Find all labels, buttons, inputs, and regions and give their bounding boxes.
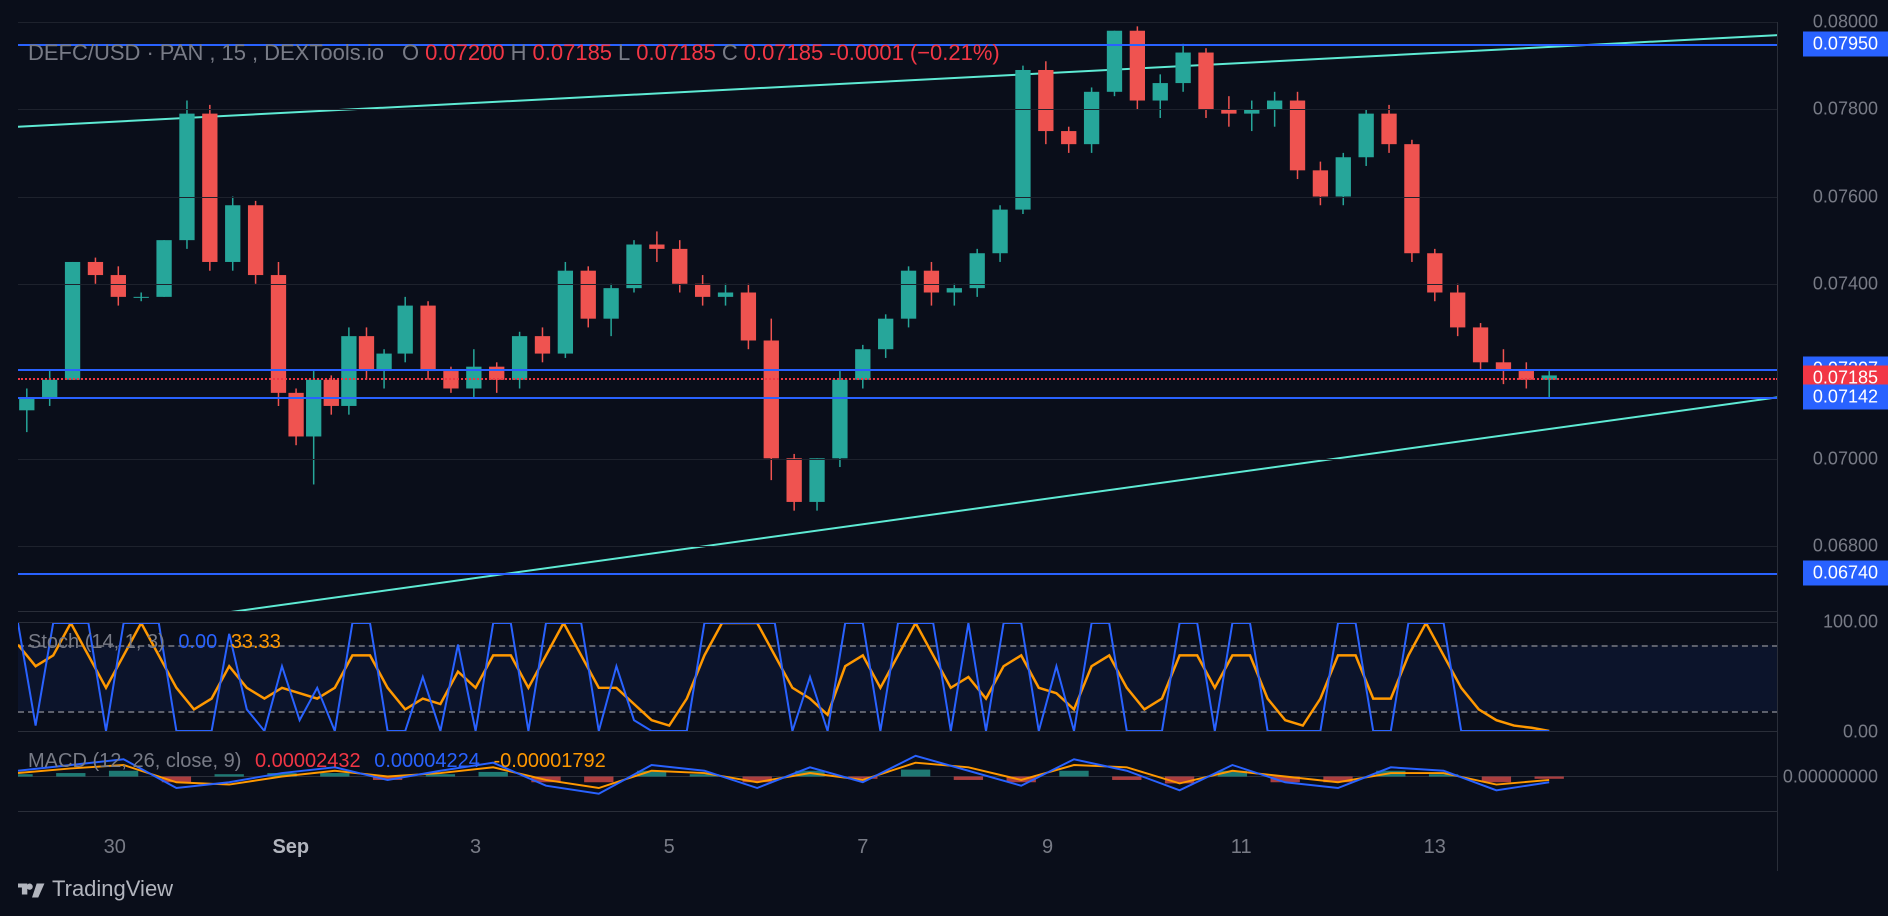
time-tick: 9 — [1042, 836, 1053, 859]
stoch-tick: 100.00 — [1823, 612, 1878, 633]
stoch-tick: 0.00 — [1843, 722, 1878, 743]
stoch-label[interactable]: Stoch (14, 1, 3) 0.00 33.33 — [28, 631, 281, 654]
macd-pane[interactable]: MACD (12, 26, close, 9) 0.00002432 0.000… — [18, 742, 1778, 812]
time-tick: 7 — [857, 836, 868, 859]
macd-signal-value: -0.00001792 — [493, 750, 605, 773]
price-tick: 0.06800 — [1813, 536, 1878, 557]
macd-label[interactable]: MACD (12, 26, close, 9) 0.00002432 0.000… — [28, 750, 606, 773]
time-tick: 11 — [1231, 836, 1252, 859]
ohlc-h-label: H — [511, 40, 527, 66]
macd-line-value: 0.00004224 — [374, 750, 480, 773]
price-line-badge[interactable]: 0.07950 — [1803, 31, 1888, 56]
grid-line — [18, 22, 1778, 23]
time-tick: 30 — [104, 836, 126, 859]
grid-line — [18, 459, 1778, 460]
tradingview-text: TradingView — [52, 876, 173, 902]
axis-divider — [1777, 22, 1778, 871]
ohlc-l-value: 0.07185 — [636, 40, 716, 66]
data-source: DEXTools.io — [264, 40, 384, 66]
horizontal-price-line[interactable] — [18, 573, 1778, 575]
horizontal-price-line[interactable] — [18, 369, 1778, 371]
horizontal-price-line[interactable] — [18, 397, 1778, 399]
stoch-axis: 100.000.00 — [1778, 622, 1888, 732]
price-axis[interactable]: 0.080000.078000.076000.074000.070000.068… — [1778, 22, 1888, 612]
grid-line — [18, 284, 1778, 285]
price-tick: 0.07800 — [1813, 99, 1878, 120]
change-abs: -0.0001 — [829, 40, 904, 66]
grid-line — [18, 109, 1778, 110]
time-tick: 5 — [664, 836, 675, 859]
grid-line — [18, 546, 1778, 547]
price-tick: 0.07400 — [1813, 274, 1878, 295]
price-line-badge[interactable]: 0.07142 — [1803, 384, 1888, 409]
ohlc-c-value: 0.07185 — [744, 40, 824, 66]
horizontal-price-line[interactable] — [18, 378, 1778, 380]
macd-zero-tick: 0.00000000 — [1783, 767, 1878, 788]
ohlc-c-label: C — [722, 40, 738, 66]
trading-chart-container: DEFC/USD · PAN , 15 , DEXTools.io O0.072… — [0, 0, 1888, 916]
ohlc-l-label: L — [618, 40, 630, 66]
tradingview-logo[interactable]: TradingView — [18, 876, 173, 902]
ohlc-o-value: 0.07200 — [425, 40, 505, 66]
stoch-pane[interactable]: Stoch (14, 1, 3) 0.00 33.33 — [18, 622, 1778, 732]
stoch-d-value: 33.33 — [231, 631, 281, 654]
time-tick: 13 — [1424, 836, 1446, 859]
price-chart-pane[interactable] — [18, 22, 1778, 612]
time-axis[interactable]: 30 Sep 3 5 7 9 11 13 — [18, 822, 1778, 872]
price-tick: 0.07000 — [1813, 449, 1878, 470]
macd-hist-value: 0.00002432 — [255, 750, 361, 773]
symbol-info-header: DEFC/USD · PAN , 15 , DEXTools.io O0.072… — [28, 40, 1000, 66]
tradingview-icon — [18, 880, 46, 898]
symbol-name[interactable]: DEFC/USD — [28, 40, 140, 66]
time-tick: Sep — [272, 836, 309, 859]
interval[interactable]: 15 — [222, 40, 246, 66]
change-pct: (−0.21%) — [910, 40, 1000, 66]
price-tick: 0.07600 — [1813, 186, 1878, 207]
ohlc-o-label: O — [402, 40, 419, 66]
exchange-name: PAN — [160, 40, 204, 66]
price-line-badge[interactable]: 0.06740 — [1803, 560, 1888, 585]
macd-axis: 0.00000000 — [1778, 742, 1888, 812]
stoch-k-value: 0.00 — [178, 631, 217, 654]
time-tick: 3 — [470, 836, 481, 859]
grid-line — [18, 197, 1778, 198]
ohlc-h-value: 0.07185 — [533, 40, 613, 66]
price-tick: 0.08000 — [1813, 12, 1878, 33]
